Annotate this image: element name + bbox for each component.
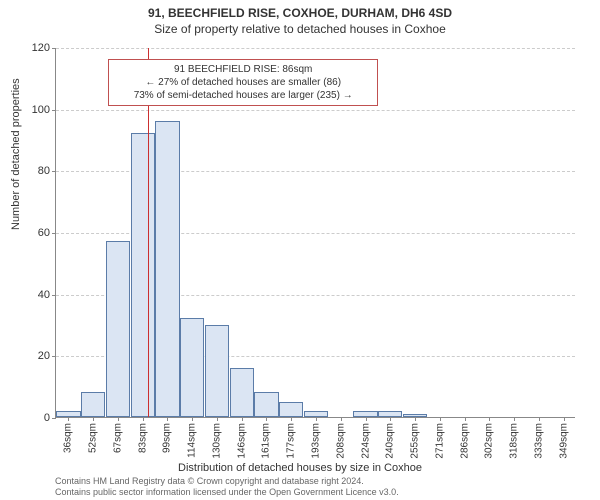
x-tick-label: 52sqm: [88, 423, 99, 453]
chart-plot-area: 02040608010012036sqm52sqm67sqm83sqm99sqm…: [55, 48, 575, 418]
y-tick-label: 20: [38, 350, 50, 362]
x-axis-label: Distribution of detached houses by size …: [0, 462, 600, 474]
x-tick-mark: [93, 417, 94, 421]
x-tick-mark: [564, 417, 565, 421]
y-tick-mark: [52, 233, 56, 234]
x-tick-mark: [465, 417, 466, 421]
y-tick-mark: [52, 418, 56, 419]
x-tick-mark: [143, 417, 144, 421]
histogram-bar: [254, 392, 278, 417]
x-tick-mark: [242, 417, 243, 421]
histogram-bar: [180, 318, 204, 417]
x-tick-label: 240sqm: [385, 423, 396, 459]
x-tick-mark: [217, 417, 218, 421]
histogram-bar: [81, 392, 105, 417]
x-tick-label: 99sqm: [162, 423, 173, 453]
x-tick-label: 208sqm: [335, 423, 346, 459]
chart-title-address: 91, BEECHFIELD RISE, COXHOE, DURHAM, DH6…: [0, 6, 600, 20]
x-tick-label: 333sqm: [533, 423, 544, 459]
x-tick-mark: [266, 417, 267, 421]
y-tick-label: 60: [38, 227, 50, 239]
x-tick-label: 177sqm: [286, 423, 297, 459]
attribution-text: Contains HM Land Registry data © Crown c…: [55, 476, 399, 498]
x-tick-mark: [192, 417, 193, 421]
y-tick-label: 100: [32, 104, 50, 116]
y-tick-mark: [52, 48, 56, 49]
x-tick-label: 349sqm: [558, 423, 569, 459]
histogram-bar: [155, 121, 179, 417]
y-tick-mark: [52, 110, 56, 111]
x-tick-label: 193sqm: [311, 423, 322, 459]
attribution-line2: Contains public sector information licen…: [55, 487, 399, 498]
x-tick-label: 146sqm: [236, 423, 247, 459]
x-tick-label: 130sqm: [211, 423, 222, 459]
x-tick-label: 161sqm: [261, 423, 272, 459]
x-tick-label: 318sqm: [509, 423, 520, 459]
x-tick-label: 271sqm: [434, 423, 445, 459]
x-tick-label: 286sqm: [459, 423, 470, 459]
x-tick-mark: [167, 417, 168, 421]
x-tick-label: 36sqm: [63, 423, 74, 453]
histogram-bar: [205, 325, 229, 418]
chart-title-desc: Size of property relative to detached ho…: [0, 22, 600, 36]
attribution-line1: Contains HM Land Registry data © Crown c…: [55, 476, 399, 487]
histogram-bar: [230, 368, 254, 417]
x-tick-mark: [539, 417, 540, 421]
y-tick-label: 120: [32, 42, 50, 54]
x-tick-label: 255sqm: [410, 423, 421, 459]
histogram-bar: [106, 241, 130, 417]
x-tick-label: 67sqm: [112, 423, 123, 453]
x-tick-label: 302sqm: [484, 423, 495, 459]
x-tick-mark: [316, 417, 317, 421]
x-tick-label: 114sqm: [187, 423, 198, 458]
x-tick-mark: [390, 417, 391, 421]
y-tick-mark: [52, 171, 56, 172]
annotation-line: ← 27% of detached houses are smaller (86…: [115, 76, 371, 89]
annotation-line: 73% of semi-detached houses are larger (…: [115, 89, 371, 102]
annotation-line: 91 BEECHFIELD RISE: 86sqm: [115, 63, 371, 76]
gridline: [56, 110, 575, 111]
x-tick-mark: [514, 417, 515, 421]
histogram-bar: [279, 402, 303, 417]
y-tick-mark: [52, 295, 56, 296]
y-tick-label: 80: [38, 165, 50, 177]
x-tick-mark: [366, 417, 367, 421]
x-tick-mark: [415, 417, 416, 421]
x-tick-mark: [489, 417, 490, 421]
y-axis-label: Number of detached properties: [10, 78, 22, 230]
x-tick-mark: [341, 417, 342, 421]
x-tick-mark: [291, 417, 292, 421]
x-tick-label: 83sqm: [137, 423, 148, 453]
y-tick-label: 40: [38, 289, 50, 301]
annotation-box: 91 BEECHFIELD RISE: 86sqm← 27% of detach…: [108, 59, 378, 106]
x-tick-mark: [68, 417, 69, 421]
y-tick-label: 0: [44, 412, 50, 424]
x-tick-label: 224sqm: [360, 423, 371, 459]
x-tick-mark: [440, 417, 441, 421]
histogram-bar: [131, 133, 155, 417]
x-tick-mark: [118, 417, 119, 421]
y-tick-mark: [52, 356, 56, 357]
gridline: [56, 48, 575, 49]
